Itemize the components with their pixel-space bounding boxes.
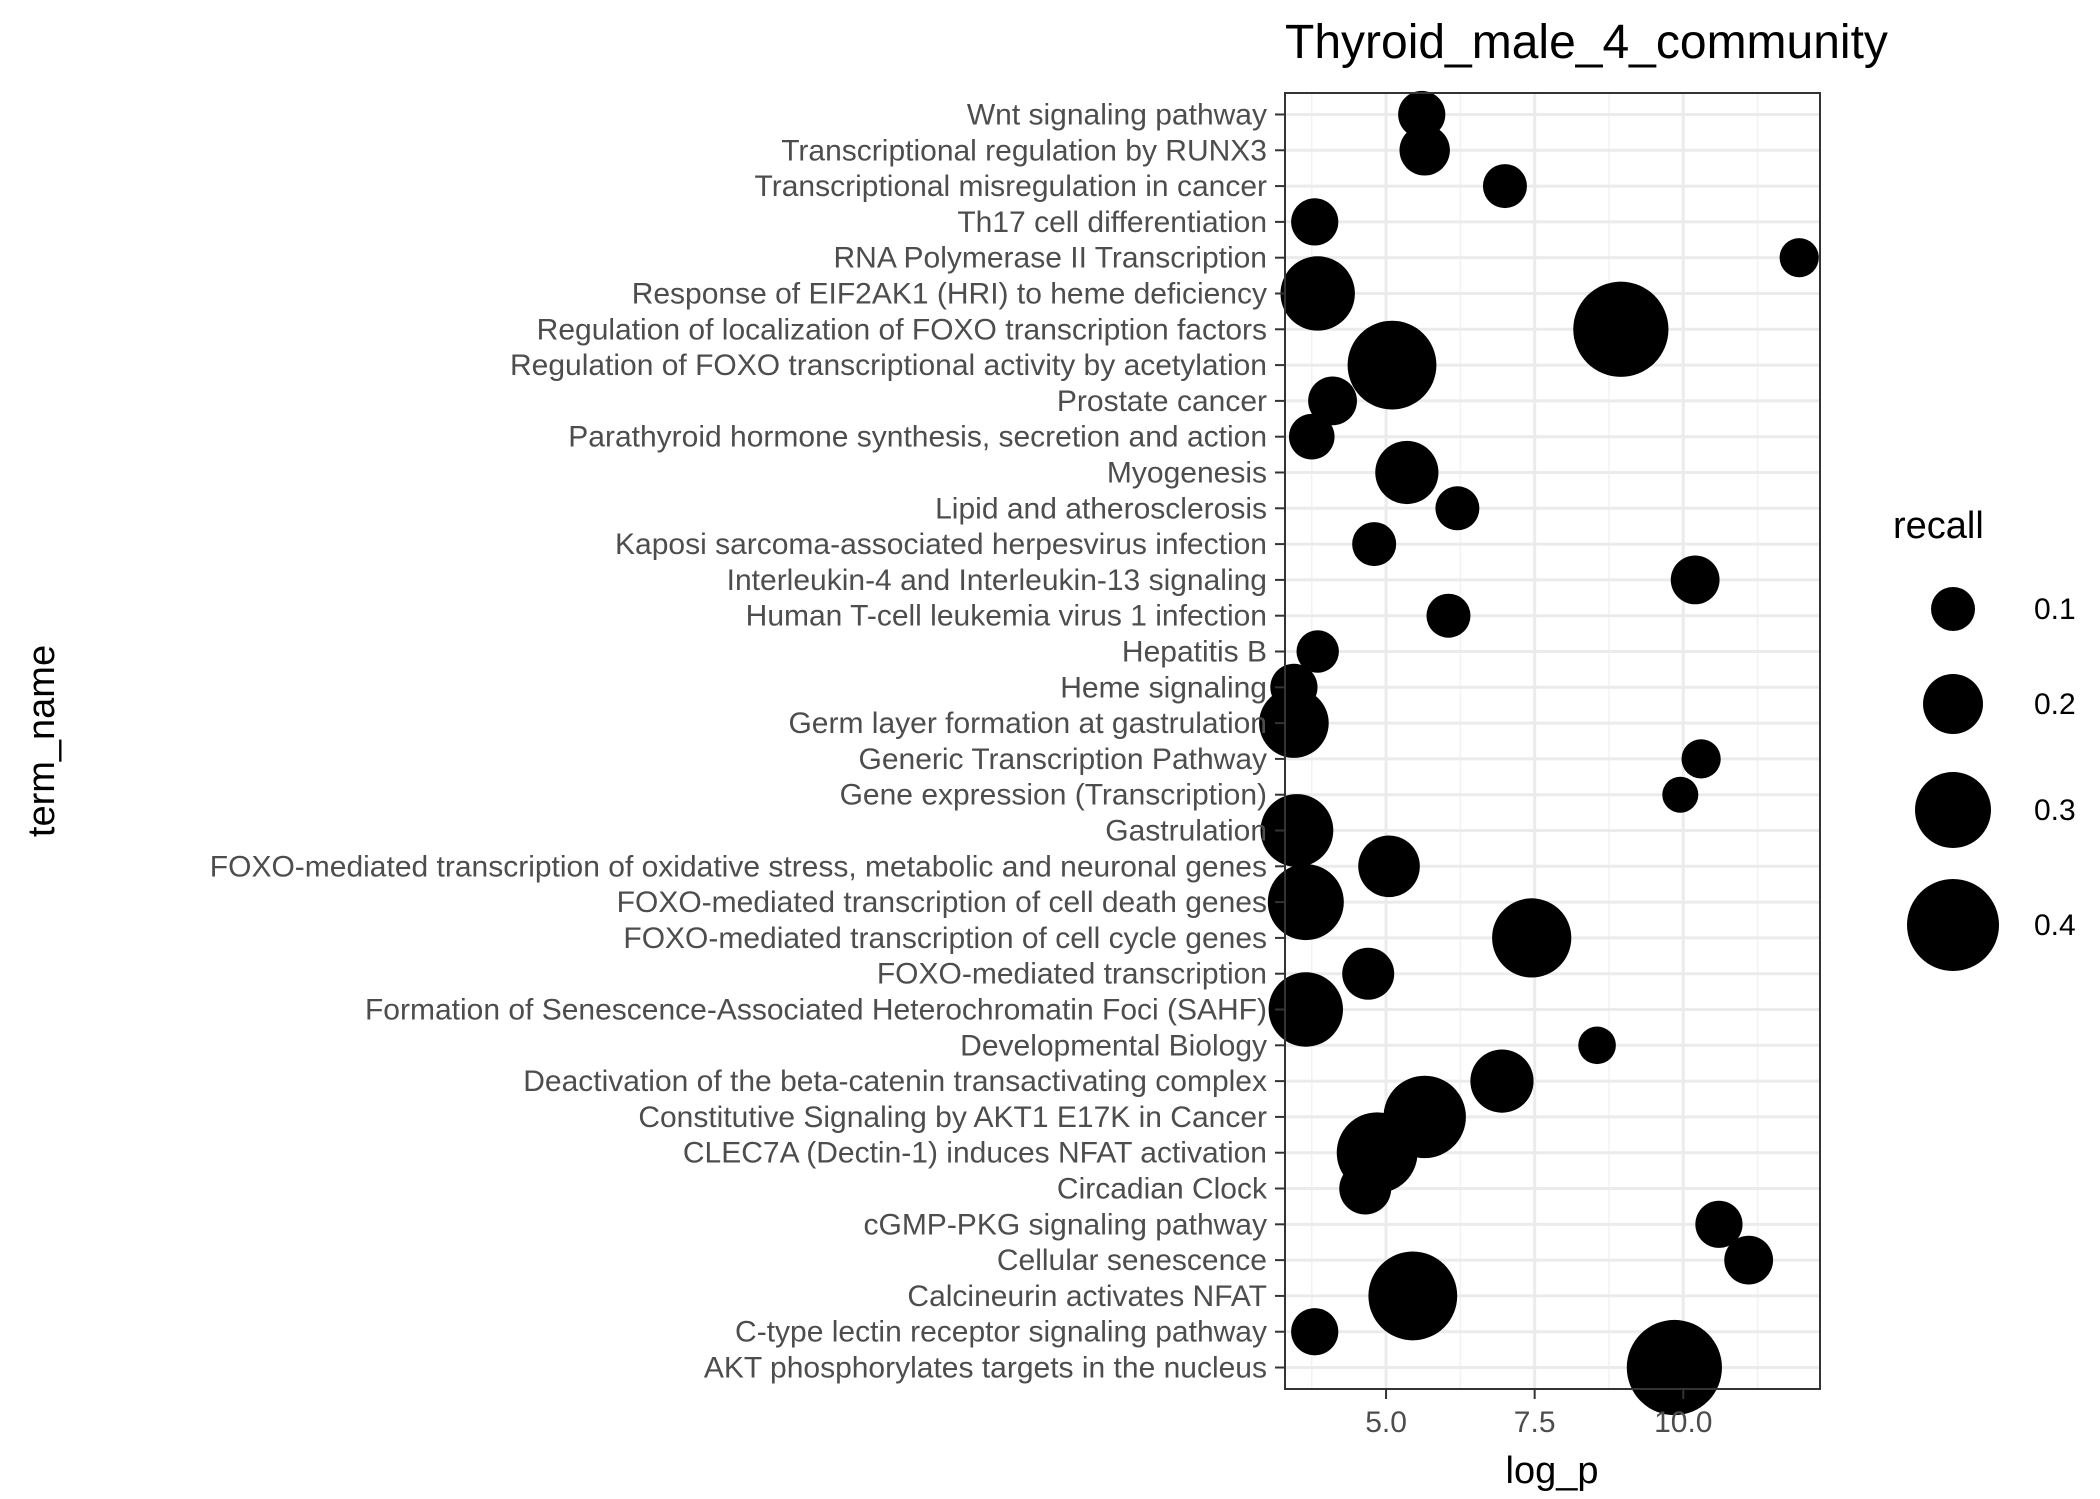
legend-label: 0.3 — [2034, 794, 2076, 827]
y-tick-label: Response of EIF2AK1 (HRI) to heme defici… — [632, 277, 1267, 310]
data-point — [1296, 630, 1339, 673]
data-point — [1426, 593, 1471, 638]
y-tick-label: Generic Transcription Pathway — [858, 743, 1267, 776]
y-tick-label: Transcriptional misregulation in cancer — [755, 170, 1267, 203]
data-point — [1368, 1251, 1458, 1341]
y-tick-label: FOXO-mediated transcription of cell cycl… — [623, 922, 1267, 955]
plot-panel-border — [1284, 92, 1821, 1390]
y-tick-label: Hepatitis B — [1122, 635, 1267, 668]
y-tick-label: cGMP-PKG signaling pathway — [863, 1208, 1267, 1241]
data-point — [1259, 688, 1329, 758]
data-point — [1398, 90, 1446, 139]
data-point — [1578, 1026, 1616, 1065]
y-tick-label: FOXO-mediated transcription of oxidative… — [210, 850, 1267, 883]
data-point — [1695, 1200, 1743, 1248]
data-point — [1681, 739, 1721, 779]
y-tick-label: Formation of Senescence-Associated Heter… — [365, 994, 1267, 1027]
data-point — [1573, 281, 1669, 377]
y-tick-label: Circadian Clock — [1057, 1173, 1268, 1206]
data-point — [1308, 376, 1357, 426]
legend-label: 0.4 — [2034, 909, 2076, 942]
data-point — [1268, 972, 1344, 1047]
y-tick-label: Gene expression (Transcription) — [840, 779, 1267, 812]
y-tick-label: Developmental Biology — [960, 1029, 1267, 1062]
y-tick-label: Heme signaling — [1060, 671, 1267, 704]
y-tick-label: Human T-cell leukemia virus 1 infection — [746, 600, 1267, 633]
data-point — [1670, 555, 1720, 605]
legend: recall 0.1 0.2 0.3 0.4 — [1893, 505, 2076, 971]
data-point — [1339, 1162, 1392, 1215]
y-tick-label: Calcineurin activates NFAT — [907, 1280, 1267, 1313]
data-point — [1291, 1308, 1339, 1356]
data-point — [1779, 238, 1819, 278]
data-point — [1280, 256, 1355, 331]
y-tick-label: Constitutive Signaling by AKT1 E17K in C… — [638, 1101, 1267, 1134]
y-tick-label: AKT phosphorylates targets in the nucleu… — [704, 1352, 1267, 1385]
data-point — [1662, 776, 1699, 813]
y-tick-label: Wnt signaling pathway — [967, 98, 1267, 131]
y-tick-label: Myogenesis — [1107, 456, 1267, 489]
x-axis: 5.0 7.5 10.0 — [1365, 1389, 1712, 1439]
x-tick-label: 7.5 — [1514, 1406, 1556, 1439]
data-points — [1259, 90, 1819, 1416]
y-axis-title: term_name — [21, 645, 63, 837]
data-point — [1267, 864, 1344, 941]
y-tick-label: Prostate cancer — [1057, 385, 1267, 418]
legend-title: recall — [1893, 505, 1984, 547]
data-point — [1724, 1235, 1774, 1285]
y-tick-label: C-type lectin receptor signaling pathway — [735, 1316, 1267, 1349]
data-point — [1352, 522, 1397, 567]
y-tick-label: Th17 cell differentiation — [957, 206, 1267, 239]
data-point — [1288, 413, 1335, 460]
x-tick-label: 5.0 — [1365, 1406, 1407, 1439]
legend-key — [1915, 772, 1991, 848]
legend-label: 0.1 — [2034, 593, 2076, 626]
y-tick-label: Regulation of FOXO transcriptional activ… — [510, 349, 1267, 382]
y-tick-label: Deactivation of the beta-catenin transac… — [523, 1065, 1267, 1098]
y-tick-label: Regulation of localization of FOXO trans… — [537, 313, 1267, 346]
data-point — [1347, 320, 1437, 410]
y-tick-label: FOXO-mediated transcription of cell deat… — [617, 886, 1267, 919]
chart-title: Thyroid_male_4_community — [1285, 16, 1888, 69]
data-point — [1399, 125, 1450, 176]
legend-key — [1931, 587, 1975, 631]
y-tick-label: RNA Polymerase II Transcription — [834, 242, 1268, 275]
data-point — [1358, 835, 1420, 898]
data-point — [1492, 898, 1572, 978]
legend-key — [1907, 879, 1999, 971]
y-tick-label: Interleukin-4 and Interleukin-13 signali… — [727, 564, 1267, 597]
data-point — [1375, 440, 1439, 505]
data-point — [1626, 1319, 1722, 1416]
data-point — [1342, 947, 1395, 1000]
y-tick-label: Gastrulation — [1105, 815, 1267, 848]
y-tick-label: Parathyroid hormone synthesis, secretion… — [568, 421, 1267, 454]
x-axis-title: log_p — [1506, 1450, 1599, 1492]
data-point — [1435, 486, 1480, 531]
y-tick-label: FOXO-mediated transcription — [877, 958, 1267, 991]
y-tick-label: Lipid and atherosclerosis — [935, 492, 1267, 525]
y-tick-label: Germ layer formation at gastrulation — [788, 707, 1267, 740]
y-tick-label: CLEC7A (Dectin-1) induces NFAT activatio… — [683, 1137, 1267, 1170]
y-tick-label: Cellular senescence — [997, 1244, 1267, 1277]
x-tick-label: 10.0 — [1654, 1406, 1712, 1439]
y-tick-label: Transcriptional regulation by RUNX3 — [781, 134, 1267, 167]
data-point — [1291, 198, 1339, 246]
legend-key — [1923, 674, 1983, 734]
data-point — [1470, 1049, 1534, 1113]
legend-label: 0.2 — [2034, 688, 2076, 721]
y-tick-label: Kaposi sarcoma-associated herpesvirus in… — [615, 528, 1267, 561]
data-point — [1482, 164, 1527, 209]
data-point — [1260, 794, 1334, 867]
